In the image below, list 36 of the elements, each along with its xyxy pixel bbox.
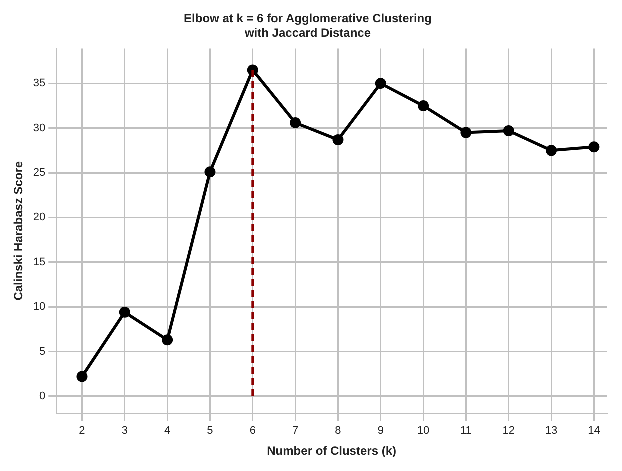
- y-tick-label: 25: [33, 167, 46, 180]
- x-tick-label: 10: [417, 425, 430, 438]
- point: [588, 142, 600, 153]
- x-tick-label: 3: [122, 425, 128, 438]
- x-tick-label: 11: [460, 425, 472, 438]
- point: [76, 371, 88, 382]
- point: [460, 127, 472, 138]
- y-tick-label: 15: [33, 256, 46, 268]
- x-axis-title: Number of Clusters (k): [267, 444, 396, 458]
- y-tick-label: 35: [33, 78, 46, 90]
- x-tick-label: 5: [207, 425, 214, 438]
- x-tick-label: 2: [79, 425, 86, 438]
- point: [162, 334, 174, 346]
- x-tick-label: 6: [250, 425, 256, 438]
- y-tick-label: 30: [33, 122, 46, 134]
- x-tick-label: 8: [335, 425, 342, 438]
- point: [546, 145, 558, 156]
- point: [375, 78, 386, 90]
- x-tick-label: 9: [378, 425, 384, 438]
- point: [503, 126, 514, 137]
- y-tick-label: 0: [40, 390, 46, 402]
- y-axis-title: Calinski Harabasz Score: [12, 161, 26, 301]
- x-tick-label: 7: [292, 425, 299, 438]
- y-tick-label: 5: [40, 346, 46, 358]
- y-tick-label: 10: [33, 301, 46, 314]
- point: [119, 306, 130, 318]
- x-tick-label: 14: [588, 425, 600, 438]
- y-tick-label: 20: [33, 212, 46, 224]
- point: [290, 117, 302, 128]
- chart-title: Elbow at k = 6 for Agglomerative Clustering with Jaccard Distance: [184, 12, 432, 40]
- x-tick-label: 4: [164, 425, 171, 438]
- point: [332, 134, 344, 146]
- point: [418, 100, 430, 112]
- x-tick-label: 13: [545, 425, 558, 438]
- x-tick-label: 12: [502, 425, 515, 438]
- point: [204, 166, 216, 178]
